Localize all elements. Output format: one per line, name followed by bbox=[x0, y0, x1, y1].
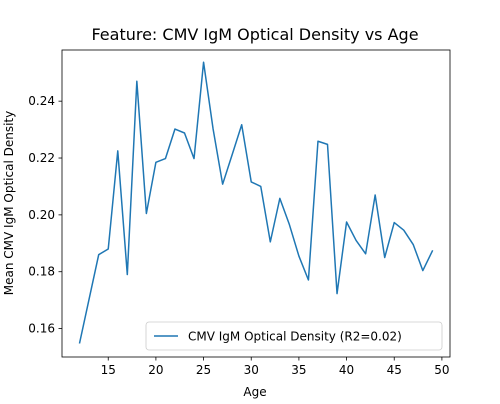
y-axis-label: Mean CMV IgM Optical Density bbox=[2, 111, 16, 295]
x-axis: 15 20 25 30 35 40 45 50 bbox=[101, 357, 450, 377]
x-tick-label: 20 bbox=[148, 363, 163, 377]
legend-box bbox=[145, 321, 443, 351]
legend: CMV IgM Optical Density (R2=0.02) bbox=[145, 321, 443, 351]
x-axis-label: Age bbox=[243, 385, 266, 399]
chart-title: Feature: CMV IgM Optical Density vs Age bbox=[91, 25, 418, 44]
y-tick-label: 0.20 bbox=[28, 208, 55, 222]
series-line bbox=[78, 61, 434, 344]
y-tick-label: 0.16 bbox=[28, 322, 55, 336]
y-tick-label: 0.18 bbox=[28, 265, 55, 279]
x-tick-label: 25 bbox=[196, 363, 211, 377]
plot-frame bbox=[61, 49, 451, 358]
x-tick-label: 45 bbox=[387, 363, 402, 377]
x-tick-label: 30 bbox=[244, 363, 259, 377]
x-tick-label: 15 bbox=[101, 363, 116, 377]
y-axis: 0.16 0.18 0.20 0.22 0.24 bbox=[28, 94, 62, 336]
x-tick-label: 40 bbox=[339, 363, 354, 377]
y-tick-label: 0.22 bbox=[28, 151, 55, 165]
y-tick-label: 0.24 bbox=[28, 94, 55, 108]
plot-area bbox=[61, 49, 451, 358]
x-tick-label: 35 bbox=[291, 363, 306, 377]
legend-label: CMV IgM Optical Density (R2=0.02) bbox=[188, 330, 402, 344]
x-tick-label: 50 bbox=[434, 363, 449, 377]
